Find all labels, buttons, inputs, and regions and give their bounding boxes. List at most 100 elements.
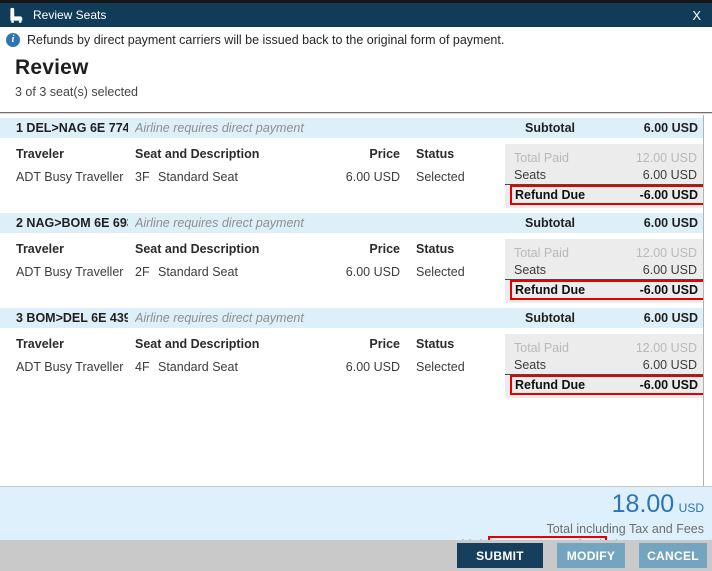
seats-label: Seats [514,358,546,372]
total-paid-label: Total Paid [514,341,569,355]
seat-table-header: Traveler Seat and Description Price Stat… [0,233,505,256]
totals-panel: 18.00 USD Total including Tax and Fees 3… [0,486,712,555]
total-paid-row: Total Paid 12.00 USD [505,340,703,357]
refund-due-row-highlighted: Refund Due -6.00 USD [510,280,706,300]
segment-payment-note: Airline requires direct payment [135,216,304,230]
refund-due-value: -6.00 USD [639,283,698,297]
segment-payment-note: Airline requires direct payment [135,121,304,135]
seat-cell: 4F Standard Seat [135,360,320,374]
segment-header-band: 2 NAG>BOM 6E 6936 Airline requires direc… [0,213,703,233]
seat-status: Selected [416,170,465,184]
seat-table-header: Traveler Seat and Description Price Stat… [0,328,505,351]
seat-number: 2F [135,265,150,279]
tax-note: Total including Tax and Fees [546,522,704,536]
segment-header-band: 1 DEL>NAG 6E 774 Airline requires direct… [0,118,703,138]
total-paid-value: 12.00 USD [635,151,697,165]
seat-row: ADT Busy Traveller 4F Standard Seat 6.00 … [0,351,505,374]
refund-due-row-highlighted: Refund Due -6.00 USD [510,375,706,395]
cancel-button[interactable]: CANCEL [639,543,707,568]
seat-price: 6.00 USD [345,265,400,279]
segment-summary-panel: Total Paid 12.00 USD Seats 6.00 USD Refu… [505,334,706,398]
seat-row: ADT Busy Traveller 3F Standard Seat 6.00 … [0,161,505,184]
dialog-footer: SUBMIT MODIFY CANCEL [0,540,712,571]
price-column-header: Price [369,337,400,351]
seat-price: 6.00 USD [345,170,400,184]
seat-description: Standard Seat [158,170,238,184]
page-title: Review [15,56,89,79]
segment-header-band: 3 BOM>DEL 6E 439 Airline requires direct… [0,308,703,328]
status-column-header: Status [416,337,455,351]
subtotal-value: 6.00 USD [643,216,698,230]
segment-payment-note: Airline requires direct payment [135,311,304,325]
seat-table: Traveler Seat and Description Price Stat… [0,233,505,279]
seats-value: 6.00 USD [642,168,697,182]
info-icon: i [6,32,20,47]
seat-cell: 2F Standard Seat [135,265,320,279]
grand-total: 18.00 USD [0,490,704,522]
window-top-border [0,0,712,3]
status-column-header: Status [416,147,455,161]
dialog-title: Review Seats [33,8,107,22]
flight-segment-1: 1 DEL>NAG 6E 774 Airline requires direct… [0,118,706,213]
review-header: Review 3 of 3 seat(s) selected [15,56,138,99]
seat-cell: 3F Standard Seat [135,170,320,184]
seats-row: Seats 6.00 USD [505,357,703,375]
seat-icon [7,7,24,24]
total-paid-label: Total Paid [514,151,569,165]
traveler-column-header: Traveler [16,337,64,351]
submit-button[interactable]: SUBMIT [457,543,543,568]
section-divider [0,112,712,114]
seat-status: Selected [416,360,465,374]
seat-status: Selected [416,265,465,279]
price-column-header: Price [369,242,400,256]
refund-due-value: -6.00 USD [639,188,698,202]
close-icon[interactable]: X [692,7,701,23]
traveler-name: ADT Busy Traveller [16,265,124,279]
info-banner: i Refunds by direct payment carriers wil… [0,27,712,52]
seats-row: Seats 6.00 USD [505,262,703,280]
seat-column-header: Seat and Description [135,242,260,256]
refund-due-row-highlighted: Refund Due -6.00 USD [510,185,706,205]
subtotal-value: 6.00 USD [643,121,698,135]
seat-table-header: Traveler Seat and Description Price Stat… [0,138,505,161]
subtotal-label: Subtotal [525,121,575,135]
refund-due-label: Refund Due [515,378,586,392]
seats-selected-count: 3 of 3 seat(s) selected [15,85,138,99]
subtotal-value: 6.00 USD [643,311,698,325]
modify-button[interactable]: MODIFY [557,543,625,568]
seat-table: Traveler Seat and Description Price Stat… [0,138,505,184]
traveler-name: ADT Busy Traveller [16,360,124,374]
traveler-column-header: Traveler [16,147,64,161]
total-paid-row: Total Paid 12.00 USD [505,245,703,262]
seat-number: 3F [135,170,150,184]
seat-column-header: Seat and Description [135,147,260,161]
segment-summary-panel: Total Paid 12.00 USD Seats 6.00 USD Refu… [505,239,706,303]
status-column-header: Status [416,242,455,256]
seat-row: ADT Busy Traveller 2F Standard Seat 6.00 … [0,256,505,279]
segment-title: 1 DEL>NAG 6E 774 [16,121,128,135]
total-paid-value: 12.00 USD [635,341,697,355]
segment-title: 2 NAG>BOM 6E 6936 [16,216,128,230]
flight-segment-2: 2 NAG>BOM 6E 6936 Airline requires direc… [0,213,706,308]
seat-description: Standard Seat [158,265,238,279]
seats-value: 6.00 USD [642,263,697,277]
segment-summary-panel: Total Paid 12.00 USD Seats 6.00 USD Refu… [505,144,706,208]
seat-number: 4F [135,360,150,374]
segments-list: 1 DEL>NAG 6E 774 Airline requires direct… [0,118,706,403]
total-paid-value: 12.00 USD [635,246,697,260]
scrollbar-track[interactable] [703,115,712,486]
traveler-name: ADT Busy Traveller [16,170,124,184]
refund-due-value: -6.00 USD [639,378,698,392]
seat-table: Traveler Seat and Description Price Stat… [0,328,505,374]
refund-due-label: Refund Due [515,188,586,202]
refund-due-label: Refund Due [515,283,586,297]
seat-description: Standard Seat [158,360,238,374]
subtotal-label: Subtotal [525,311,575,325]
total-paid-label: Total Paid [514,246,569,260]
traveler-column-header: Traveler [16,242,64,256]
price-column-header: Price [369,147,400,161]
flight-segment-3: 3 BOM>DEL 6E 439 Airline requires direct… [0,308,706,403]
seat-price: 6.00 USD [345,360,400,374]
seats-row: Seats 6.00 USD [505,167,703,185]
total-paid-row: Total Paid 12.00 USD [505,150,703,167]
